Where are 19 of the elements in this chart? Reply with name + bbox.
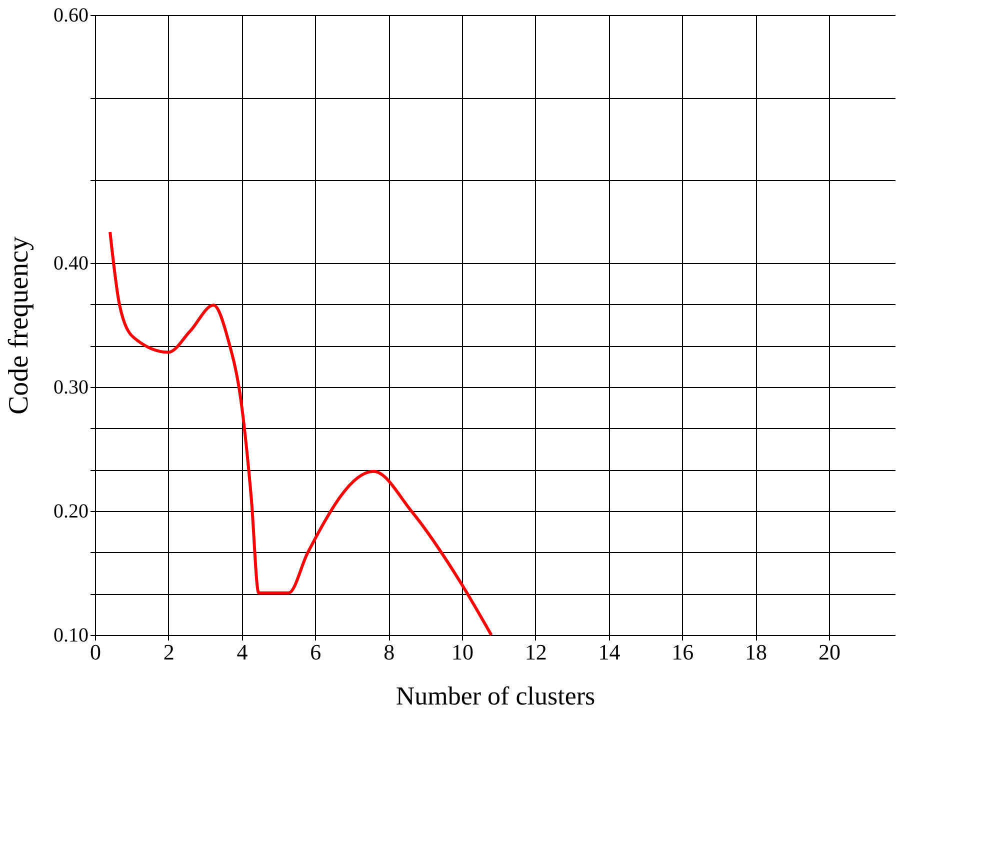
y-tick-label: 0.10 bbox=[54, 624, 88, 646]
x-axis-title: Number of clusters bbox=[396, 682, 596, 710]
x-tick-label: 16 bbox=[672, 640, 694, 664]
x-tick-label: 4 bbox=[236, 640, 248, 664]
x-tick-label: 10 bbox=[451, 640, 474, 664]
x-tick-label: 20 bbox=[818, 640, 840, 664]
x-tick-label: 0 bbox=[90, 640, 101, 664]
y-tick-label: 0.30 bbox=[54, 376, 88, 398]
y-axis-title: Code frequency bbox=[4, 236, 34, 415]
line-series bbox=[108, 230, 493, 636]
y-tick-label: 0.20 bbox=[54, 500, 88, 522]
y-tick-label: 0.40 bbox=[54, 252, 88, 274]
x-tick-label: 6 bbox=[310, 640, 322, 664]
x-tick-label: 12 bbox=[524, 640, 547, 664]
y-tick-label: 0.60 bbox=[54, 4, 88, 26]
x-tick-label: 8 bbox=[384, 640, 395, 664]
x-tick-label: 2 bbox=[163, 640, 174, 664]
x-tick-label: 14 bbox=[598, 640, 620, 664]
x-tick-label: 18 bbox=[745, 640, 768, 664]
